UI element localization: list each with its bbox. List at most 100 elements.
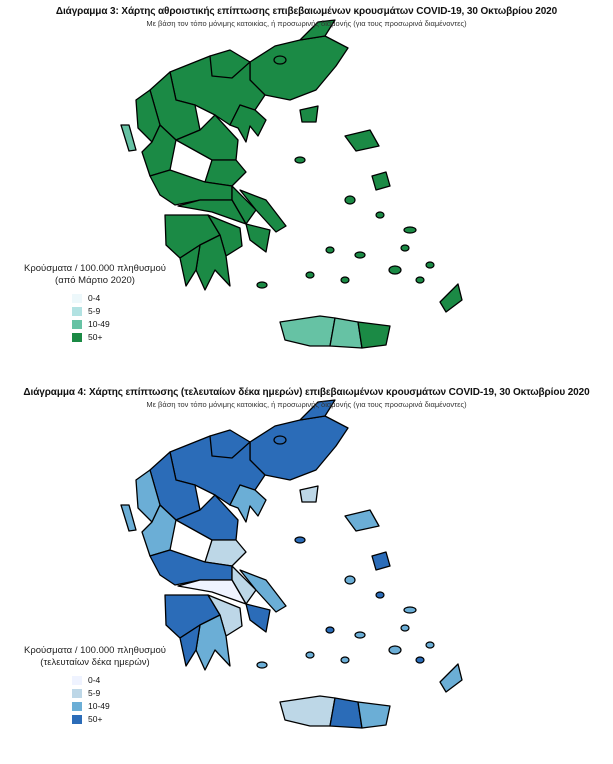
legend-swatch xyxy=(72,701,82,711)
region-14 xyxy=(245,603,271,633)
legend-label: 0-4 xyxy=(88,675,101,685)
map3-legend: Κρούσματα / 100.000 πληθυσμού (από Μάρτι… xyxy=(10,263,180,344)
island-6 xyxy=(415,656,425,664)
region-26 xyxy=(371,171,391,191)
map4-subtitle: Με βάση τον τόπο μόνιμης κατοικίας, ή πρ… xyxy=(146,400,467,409)
legend-title: Κρούσματα / 100.000 πληθυσμού (τελευταίω… xyxy=(10,645,180,669)
region-13 xyxy=(239,569,287,613)
island-12 xyxy=(294,156,306,164)
legend-swatch xyxy=(72,293,82,303)
island-3 xyxy=(325,626,335,634)
region-17 xyxy=(195,234,231,291)
island-9 xyxy=(375,591,385,599)
legend-swatch xyxy=(72,688,82,698)
legend-label: 5-9 xyxy=(88,306,101,316)
legend-swatch xyxy=(72,675,82,685)
map3-header: Διάγραμμα 3: Χάρτης αθροιστικής επίπτωση… xyxy=(0,5,613,29)
legend-item: 50+ xyxy=(72,713,180,725)
legend-label: 50+ xyxy=(88,332,103,342)
island-1 xyxy=(344,195,356,205)
region-21 xyxy=(329,317,363,349)
legend-item: 5-9 xyxy=(72,687,180,699)
legend-swatch xyxy=(72,332,82,342)
legend-item: 5-9 xyxy=(72,305,180,317)
island-8 xyxy=(340,656,350,664)
legend-label: 10-49 xyxy=(88,701,110,711)
island-5 xyxy=(388,645,402,655)
legend-swatch xyxy=(72,714,82,724)
region-3 xyxy=(209,49,251,79)
region-9 xyxy=(204,159,247,187)
region-18 xyxy=(179,624,201,667)
map4-header: Διάγραμμα 4: Χάρτης επίπτωσης (τελευταίω… xyxy=(0,386,613,410)
region-24 xyxy=(299,105,319,123)
region-12 xyxy=(177,199,247,225)
legend-swatch xyxy=(72,319,82,329)
region-25 xyxy=(439,663,463,693)
island-0 xyxy=(273,435,287,445)
region-19 xyxy=(120,504,137,532)
region-24 xyxy=(299,485,319,503)
legend-item: 10-49 xyxy=(72,318,180,330)
legend-title-line1: Κρούσματα / 100.000 πληθυσμού xyxy=(24,645,166,656)
legend-title: Κρούσματα / 100.000 πληθυσμού (από Μάρτι… xyxy=(10,263,180,287)
legend-swatch xyxy=(72,306,82,316)
legend-label: 0-4 xyxy=(88,293,101,303)
region-0 xyxy=(249,415,349,481)
island-0 xyxy=(273,55,287,65)
legend-item: 10-49 xyxy=(72,700,180,712)
legend-item: 50+ xyxy=(72,331,180,343)
island-13 xyxy=(425,641,435,649)
island-13 xyxy=(425,261,435,269)
island-10 xyxy=(256,661,268,669)
region-25 xyxy=(439,283,463,313)
island-2 xyxy=(403,226,417,234)
region-23 xyxy=(344,129,380,152)
region-13 xyxy=(239,189,287,233)
region-3 xyxy=(209,429,251,459)
map4-legend: Κρούσματα / 100.000 πληθυσμού (τελευταίω… xyxy=(10,645,180,726)
legend-items: 0-4 5-9 10-49 50+ xyxy=(72,292,180,343)
region-16 xyxy=(207,594,243,637)
island-11 xyxy=(400,624,410,632)
map3-cumulative-incidence xyxy=(120,19,463,349)
legend-title-line1: Κρούσματα / 100.000 πληθυσμού xyxy=(24,263,166,274)
island-3 xyxy=(325,246,335,254)
map4-ten-day-incidence xyxy=(120,399,463,729)
region-12 xyxy=(177,579,247,605)
region-23 xyxy=(344,509,380,532)
legend-label: 10-49 xyxy=(88,319,110,329)
island-5 xyxy=(388,265,402,275)
region-1 xyxy=(299,399,336,421)
region-4 xyxy=(229,104,267,143)
region-22 xyxy=(357,701,391,729)
island-11 xyxy=(400,244,410,252)
legend-label: 50+ xyxy=(88,714,103,724)
region-4 xyxy=(229,484,267,523)
region-21 xyxy=(329,697,363,729)
map4-title: Διάγραμμα 4: Χάρτης επίπτωσης (τελευταίω… xyxy=(23,387,590,398)
region-20 xyxy=(279,695,336,727)
island-1 xyxy=(344,575,356,585)
legend-items: 0-4 5-9 10-49 50+ xyxy=(72,674,180,725)
region-22 xyxy=(357,321,391,349)
region-0 xyxy=(249,35,349,101)
map3-title: Διάγραμμα 3: Χάρτης αθροιστικής επίπτωση… xyxy=(55,6,558,17)
island-7 xyxy=(305,651,315,659)
island-4 xyxy=(354,631,366,639)
island-2 xyxy=(403,606,417,614)
region-1 xyxy=(299,19,336,41)
legend-item: 0-4 xyxy=(72,674,180,686)
region-14 xyxy=(245,223,271,253)
island-9 xyxy=(375,211,385,219)
region-16 xyxy=(207,214,243,257)
region-18 xyxy=(179,244,201,287)
legend-label: 5-9 xyxy=(88,688,101,698)
island-8 xyxy=(340,276,350,284)
region-17 xyxy=(195,614,231,671)
legend-title-line2: (τελευταίων δέκα ημερών) xyxy=(40,657,150,668)
island-6 xyxy=(415,276,425,284)
region-26 xyxy=(371,551,391,571)
island-10 xyxy=(256,281,268,289)
region-20 xyxy=(279,315,336,347)
